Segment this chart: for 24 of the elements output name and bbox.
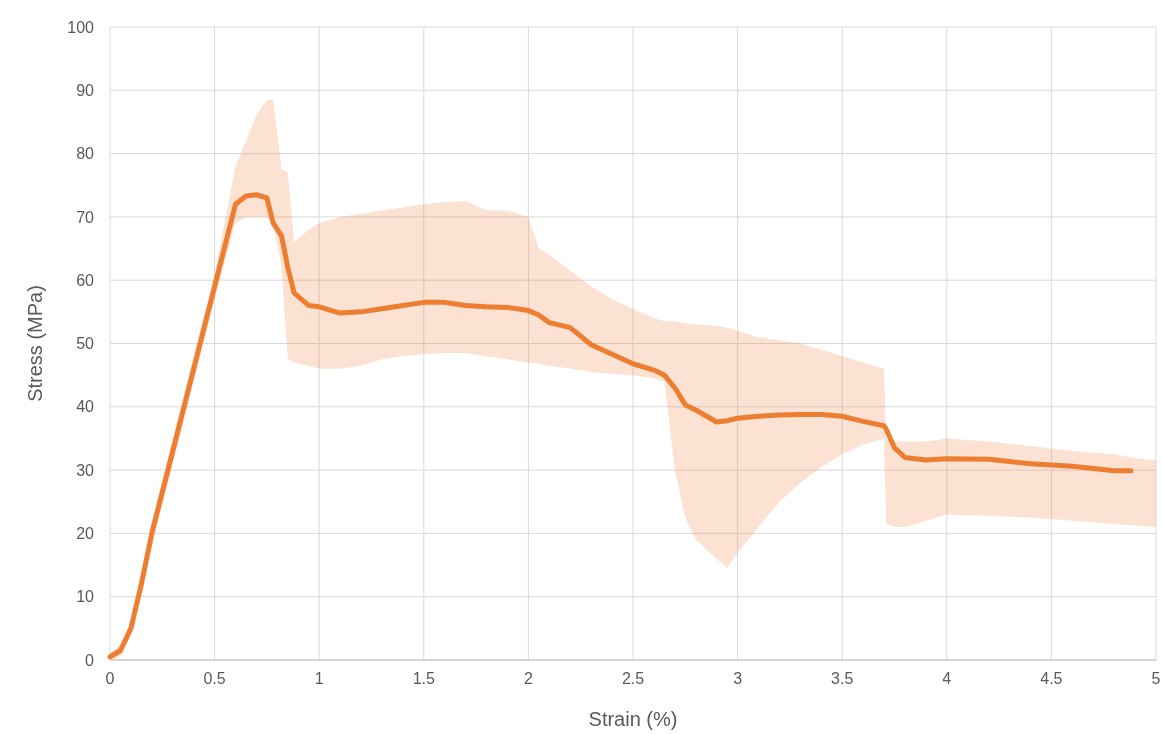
x-axis-title: Strain (%) bbox=[588, 708, 678, 730]
y-tick-label: 20 bbox=[76, 525, 95, 542]
y-tick-label: 10 bbox=[76, 588, 95, 606]
x-tick-label: 3.5 bbox=[831, 670, 854, 687]
y-tick-label: 80 bbox=[76, 145, 95, 163]
y-tick-label: 90 bbox=[76, 81, 95, 99]
x-tick-label: 2.5 bbox=[621, 670, 645, 687]
x-tick-label: 0.5 bbox=[203, 670, 226, 687]
x-tick-label: 2 bbox=[523, 670, 533, 687]
y-tick-label: 40 bbox=[76, 398, 95, 416]
y-tick-label: 0 bbox=[85, 651, 95, 669]
x-tick-label: 0 bbox=[105, 670, 115, 687]
x-tick-label: 4.5 bbox=[1040, 670, 1063, 687]
y-axis-title: Stress (MPa) bbox=[24, 285, 46, 402]
y-tick-label: 60 bbox=[76, 271, 95, 289]
y-tick-label: 50 bbox=[76, 335, 95, 353]
x-tick-label: 1.5 bbox=[412, 670, 436, 687]
y-tick-label: 100 bbox=[67, 18, 95, 36]
x-tick-label: 4 bbox=[942, 670, 952, 687]
y-tick-label: 70 bbox=[76, 208, 95, 226]
x-tick-label: 1 bbox=[314, 670, 324, 687]
x-tick-label: 3 bbox=[733, 670, 743, 687]
y-tick-label: 30 bbox=[76, 461, 95, 479]
x-tick-label: 5 bbox=[1151, 670, 1161, 687]
